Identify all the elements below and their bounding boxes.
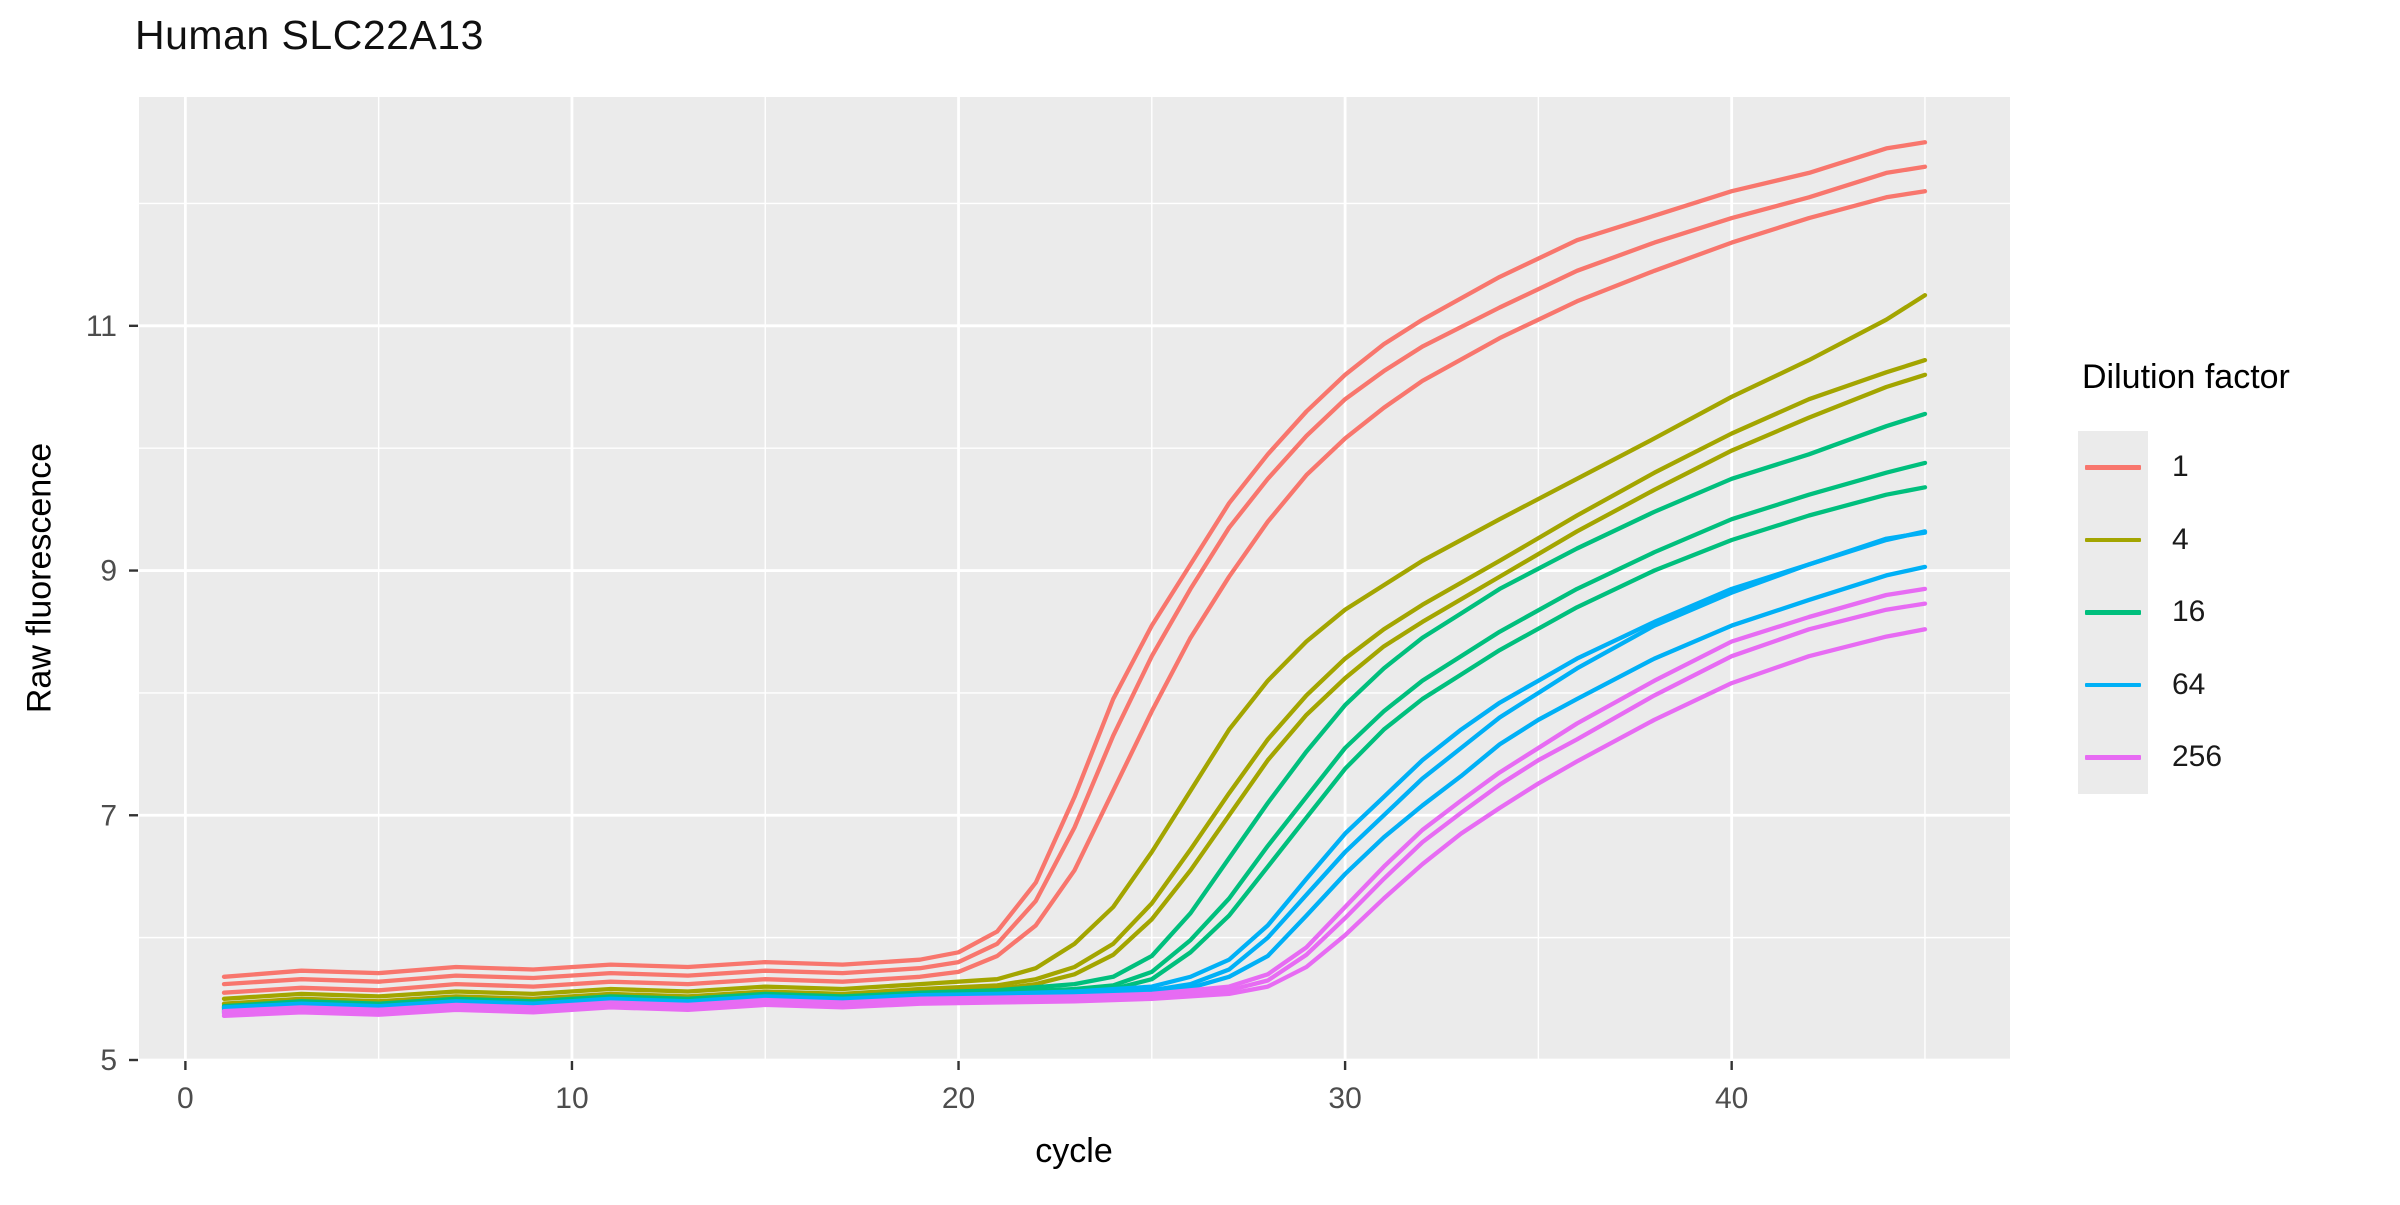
plot-panel-background	[139, 97, 2010, 1060]
legend-key	[2078, 503, 2148, 576]
series-line-dilution-256-rep-2	[221, 601, 1928, 1016]
legend-key-line	[2085, 465, 2141, 470]
series-line-dilution-1-rep-2	[221, 164, 1928, 987]
legend-key-line	[2085, 755, 2141, 760]
legend-key-line	[2085, 682, 2141, 687]
y-axis-tick-label: 11	[86, 310, 117, 343]
series-line-dilution-16-rep-1	[221, 411, 1928, 1009]
legend-key	[2078, 648, 2148, 721]
legend: Dilution factor 1 4 16 64 256	[2078, 358, 2398, 794]
legend-entry: 4	[2078, 503, 2398, 576]
legend-label: 256	[2172, 740, 2223, 774]
y-axis-title: Raw fluorescence	[20, 442, 59, 714]
x-axis-tick-label: 0	[177, 1082, 194, 1115]
legend-entry: 256	[2078, 721, 2398, 794]
x-axis-tick-label: 20	[942, 1082, 975, 1115]
legend-entry: 16	[2078, 576, 2398, 649]
series-line-dilution-64-rep-1	[221, 529, 1928, 1010]
legend-title: Dilution factor	[2082, 358, 2290, 396]
legend-label: 64	[2172, 667, 2206, 701]
series-line-dilution-256-rep-1	[221, 586, 1928, 1014]
legend-label: 16	[2172, 595, 2206, 629]
legend-entry: 64	[2078, 648, 2398, 721]
x-axis-title: cycle	[1035, 1132, 1113, 1170]
series-line-dilution-256-rep-3	[221, 627, 1928, 1019]
x-axis-tick-label: 40	[1715, 1082, 1748, 1115]
series-line-dilution-1-rep-3	[221, 189, 1928, 995]
legend-label: 1	[2172, 450, 2189, 484]
legend-key-line	[2085, 610, 2141, 615]
legend-key-line	[2085, 537, 2141, 542]
series-line-dilution-4-rep-1	[221, 293, 1928, 1001]
legend-label: 4	[2172, 522, 2189, 556]
legend-entry: 1	[2078, 431, 2398, 504]
series-line-dilution-4-rep-2	[221, 357, 1928, 1006]
legend-key	[2078, 431, 2148, 504]
y-axis-tick-label: 5	[100, 1044, 117, 1077]
legend-key	[2078, 721, 2148, 794]
legend-entries: 1 4 16 64 256	[2078, 431, 2398, 794]
y-axis-tick-label: 9	[100, 555, 117, 588]
y-axis-tick-label: 7	[100, 799, 117, 832]
series-line-dilution-1-rep-1	[221, 140, 1928, 979]
plot-title: Human SLC22A13	[135, 12, 484, 58]
x-axis-tick-label: 10	[555, 1082, 588, 1115]
x-axis-tick-label: 30	[1328, 1082, 1361, 1115]
legend-key	[2078, 576, 2148, 649]
